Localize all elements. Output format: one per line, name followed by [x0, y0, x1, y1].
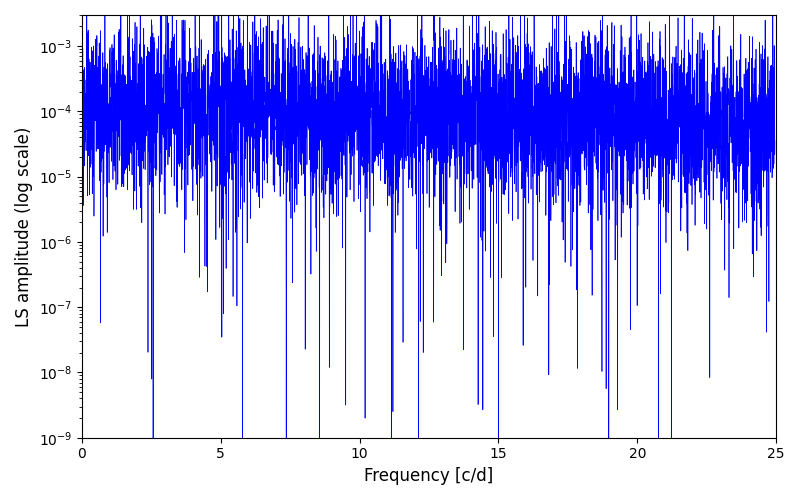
Y-axis label: LS amplitude (log scale): LS amplitude (log scale): [15, 126, 33, 326]
X-axis label: Frequency [c/d]: Frequency [c/d]: [364, 467, 494, 485]
